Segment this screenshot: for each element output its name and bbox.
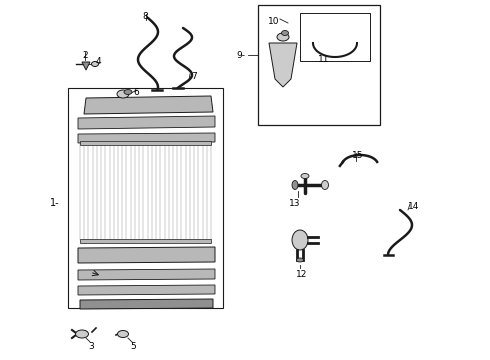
- Ellipse shape: [292, 230, 308, 250]
- Polygon shape: [78, 133, 215, 143]
- Bar: [80, 141, 211, 145]
- Ellipse shape: [277, 33, 289, 41]
- Polygon shape: [78, 116, 215, 129]
- Ellipse shape: [92, 62, 98, 67]
- Bar: [80, 239, 211, 243]
- Polygon shape: [82, 62, 90, 70]
- Text: 9-: 9-: [236, 50, 245, 59]
- Ellipse shape: [292, 180, 298, 189]
- Text: 15: 15: [352, 151, 364, 160]
- Text: 5: 5: [130, 342, 136, 351]
- Text: 6: 6: [133, 88, 139, 97]
- Ellipse shape: [117, 90, 129, 98]
- Text: 7: 7: [191, 72, 197, 81]
- Text: 3: 3: [88, 342, 94, 351]
- Polygon shape: [78, 269, 215, 280]
- Polygon shape: [84, 96, 213, 114]
- Text: 2: 2: [82, 51, 88, 60]
- Ellipse shape: [124, 90, 132, 94]
- Ellipse shape: [118, 330, 128, 338]
- Polygon shape: [269, 43, 297, 87]
- Text: 14: 14: [408, 202, 419, 211]
- Bar: [68, 88, 223, 308]
- Text: 13: 13: [289, 199, 300, 208]
- Ellipse shape: [75, 330, 89, 338]
- Polygon shape: [78, 285, 215, 295]
- Polygon shape: [78, 247, 215, 263]
- Polygon shape: [80, 299, 213, 309]
- Ellipse shape: [296, 258, 303, 262]
- Bar: [300, 13, 370, 61]
- Text: 8: 8: [142, 12, 148, 21]
- Ellipse shape: [321, 180, 328, 189]
- Text: 12: 12: [296, 270, 307, 279]
- Text: 1-: 1-: [50, 198, 60, 208]
- Ellipse shape: [301, 174, 309, 179]
- Text: 4: 4: [96, 58, 101, 67]
- Ellipse shape: [281, 31, 289, 36]
- Bar: [258, 5, 380, 125]
- Text: 11: 11: [318, 55, 329, 64]
- Text: 10: 10: [268, 17, 279, 26]
